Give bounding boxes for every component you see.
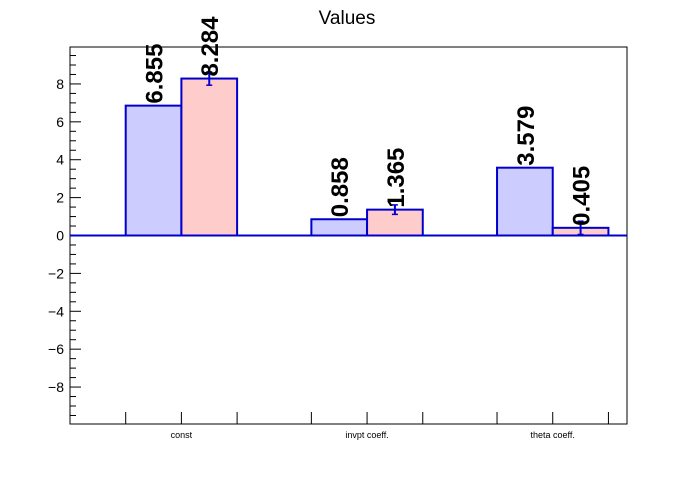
y-tick-label: 4 bbox=[56, 152, 64, 168]
bar bbox=[496, 166, 554, 237]
bar-value-label: 8.284 bbox=[197, 16, 224, 77]
category-label: theta coeff. bbox=[531, 430, 575, 440]
chart-title: Values bbox=[319, 8, 376, 29]
bars bbox=[124, 77, 610, 237]
y-tick-label: −2 bbox=[48, 265, 64, 281]
bar bbox=[180, 77, 239, 237]
data-labels: 6.855 8.284 0.858 1.365 3.579 0.405 bbox=[142, 16, 596, 226]
bar-value-label: 1.365 bbox=[383, 148, 410, 208]
y-tick-label: −8 bbox=[48, 379, 64, 395]
category-label: const bbox=[171, 430, 193, 440]
y-axis: −8 −6 −4 −2 0 2 4 6 8 bbox=[48, 55, 81, 416]
category-label: invpt coeff. bbox=[345, 430, 388, 440]
y-tick-label: 0 bbox=[56, 228, 64, 244]
bar bbox=[310, 218, 369, 237]
bar-value-label: 6.855 bbox=[142, 44, 169, 104]
y-tick-label: 2 bbox=[56, 190, 64, 206]
bar-value-label: 3.579 bbox=[513, 106, 540, 166]
bar bbox=[124, 104, 183, 237]
x-axis bbox=[125, 412, 609, 424]
category-labels: const invpt coeff. theta coeff. bbox=[171, 430, 575, 440]
y-tick-label: −4 bbox=[48, 303, 64, 319]
y-tick-label: −6 bbox=[48, 341, 64, 357]
y-tick-label: 8 bbox=[56, 76, 64, 92]
bar-value-label: 0.858 bbox=[327, 157, 354, 217]
bar-value-label: 0.405 bbox=[569, 166, 596, 226]
error-bars bbox=[206, 71, 584, 236]
y-tick-label: 6 bbox=[56, 114, 64, 130]
